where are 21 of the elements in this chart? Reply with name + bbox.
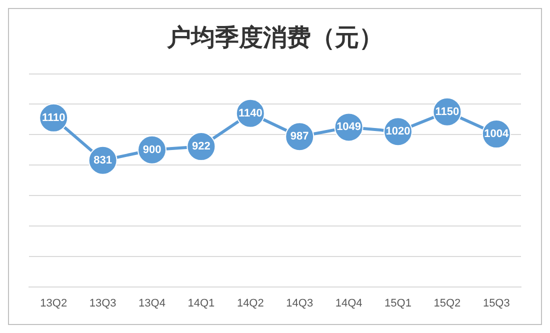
x-tick-label: 14Q2: [236, 297, 264, 310]
data-label: 900: [142, 144, 162, 156]
data-label: 1140: [238, 107, 262, 120]
x-tick-label: 14Q3: [286, 297, 314, 310]
data-label: 987: [290, 130, 309, 143]
data-label: 1110: [42, 112, 66, 124]
x-tick-label: 13Q2: [40, 297, 68, 310]
x-tick-label: 15Q1: [384, 297, 412, 310]
data-label: 922: [192, 140, 210, 153]
x-tick-label: 13Q4: [138, 297, 166, 310]
x-tick-label: 14Q4: [335, 297, 362, 310]
data-label: 1004: [484, 128, 510, 140]
x-tick-label: 14Q1: [188, 297, 215, 310]
chart-title: 户均季度消费（元）: [166, 24, 383, 52]
data-label: 831: [94, 154, 112, 166]
data-label: 1150: [435, 106, 460, 118]
x-tick-label: 13Q3: [89, 297, 116, 310]
x-tick-label: 15Q2: [434, 297, 461, 310]
x-tick-label: 15Q3: [482, 297, 510, 310]
data-label: 1020: [386, 126, 410, 138]
data-label: 1049: [336, 121, 362, 134]
